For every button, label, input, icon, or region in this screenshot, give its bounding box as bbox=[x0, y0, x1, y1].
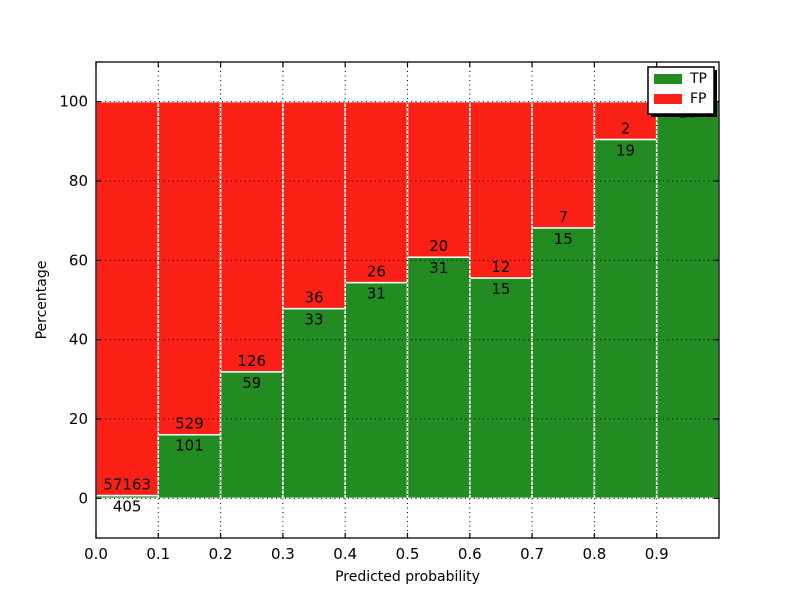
y-tick-label: 80 bbox=[69, 172, 88, 190]
x-tick-label: 0.3 bbox=[271, 545, 295, 563]
tp-bar-segment bbox=[655, 100, 720, 500]
tp-bar-segment bbox=[469, 277, 533, 500]
tp-count-label: 31 bbox=[429, 259, 448, 277]
x-tick-label: 0.1 bbox=[146, 545, 170, 563]
x-axis-label: Predicted probability bbox=[335, 569, 480, 585]
tp-count-label: 19 bbox=[616, 141, 635, 159]
fp-count-label: 2 bbox=[621, 119, 631, 137]
y-tick-label: 100 bbox=[59, 93, 88, 111]
fp-bar-segment bbox=[406, 100, 471, 258]
x-tick-label: 0.5 bbox=[396, 545, 420, 563]
y-tick-label: 20 bbox=[69, 410, 88, 428]
fp-count-label: 7 bbox=[558, 208, 568, 226]
tp-count-label: 59 bbox=[242, 374, 261, 392]
fp-bar-segment bbox=[282, 100, 346, 310]
tp-count-label: 15 bbox=[554, 230, 573, 248]
fp-count-label: 36 bbox=[305, 289, 324, 307]
y-tick-label: 40 bbox=[69, 331, 88, 349]
tp-bar-segment bbox=[344, 281, 409, 500]
fp-bar-segment bbox=[344, 100, 409, 284]
fp-count-label: 126 bbox=[237, 352, 266, 370]
legend-swatch-fp bbox=[654, 94, 682, 104]
fp-count-label: 26 bbox=[367, 263, 386, 281]
x-tick-label: 0.2 bbox=[209, 545, 233, 563]
tp-count-label: 101 bbox=[175, 437, 204, 455]
y-tick-label: 0 bbox=[78, 489, 88, 507]
fp-count-label: 20 bbox=[429, 237, 448, 255]
legend-label-tp: TP bbox=[689, 71, 707, 87]
y-axis-label: Percentage bbox=[34, 261, 50, 340]
tp-bar-segment bbox=[157, 433, 222, 500]
tp-count-label: 405 bbox=[113, 498, 142, 516]
x-tick-label: 0.7 bbox=[520, 545, 544, 563]
fp-bar-segment bbox=[95, 100, 160, 497]
tp-bar-segment bbox=[406, 256, 471, 500]
legend-label-fp: FP bbox=[690, 91, 707, 107]
fp-count-label: 57163 bbox=[103, 476, 151, 494]
tp-bar-segment bbox=[531, 227, 596, 500]
x-tick-label: 0.9 bbox=[645, 545, 669, 563]
legend-swatch-tp bbox=[654, 74, 682, 84]
fp-count-label: 12 bbox=[491, 258, 510, 276]
fp-bar-segment bbox=[219, 100, 284, 373]
fp-bar-segment bbox=[469, 100, 533, 279]
y-tick-label: 60 bbox=[69, 251, 88, 269]
tp-count-label: 33 bbox=[305, 311, 324, 329]
x-tick-label: 0.0 bbox=[84, 545, 108, 563]
x-tick-label: 0.4 bbox=[333, 545, 357, 563]
tp-bar-segment bbox=[282, 307, 346, 500]
x-tick-label: 0.6 bbox=[458, 545, 482, 563]
tp-count-label: 15 bbox=[491, 280, 510, 298]
tp-bar-segment bbox=[219, 371, 284, 500]
fp-count-label: 529 bbox=[175, 415, 204, 433]
tp-count-label: 31 bbox=[367, 285, 386, 303]
x-tick-label: 0.8 bbox=[582, 545, 606, 563]
fp-bar-segment bbox=[157, 100, 222, 436]
tp-bar-segment bbox=[593, 138, 658, 500]
